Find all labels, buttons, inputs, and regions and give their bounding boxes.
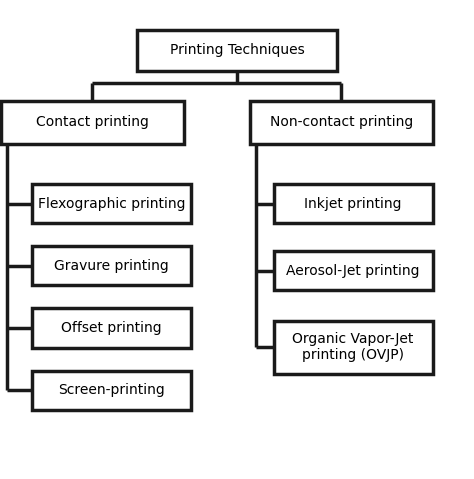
Text: Flexographic printing: Flexographic printing: [37, 196, 185, 211]
FancyBboxPatch shape: [1, 101, 184, 144]
Text: Offset printing: Offset printing: [61, 321, 162, 335]
FancyBboxPatch shape: [274, 321, 432, 374]
FancyBboxPatch shape: [32, 246, 191, 285]
FancyBboxPatch shape: [274, 251, 432, 290]
FancyBboxPatch shape: [250, 101, 432, 144]
FancyBboxPatch shape: [137, 30, 337, 71]
Text: Screen-printing: Screen-printing: [58, 383, 165, 398]
Text: Organic Vapor-Jet
printing (OVJP): Organic Vapor-Jet printing (OVJP): [292, 332, 414, 363]
FancyBboxPatch shape: [32, 371, 191, 410]
Text: Inkjet printing: Inkjet printing: [304, 196, 402, 211]
Text: Non-contact printing: Non-contact printing: [270, 115, 413, 129]
FancyBboxPatch shape: [32, 308, 191, 348]
FancyBboxPatch shape: [274, 184, 432, 223]
FancyBboxPatch shape: [32, 184, 191, 223]
Text: Gravure printing: Gravure printing: [54, 259, 169, 273]
Text: Printing Techniques: Printing Techniques: [170, 43, 304, 57]
Text: Aerosol-Jet printing: Aerosol-Jet printing: [286, 263, 420, 278]
Text: Contact printing: Contact printing: [36, 115, 149, 129]
